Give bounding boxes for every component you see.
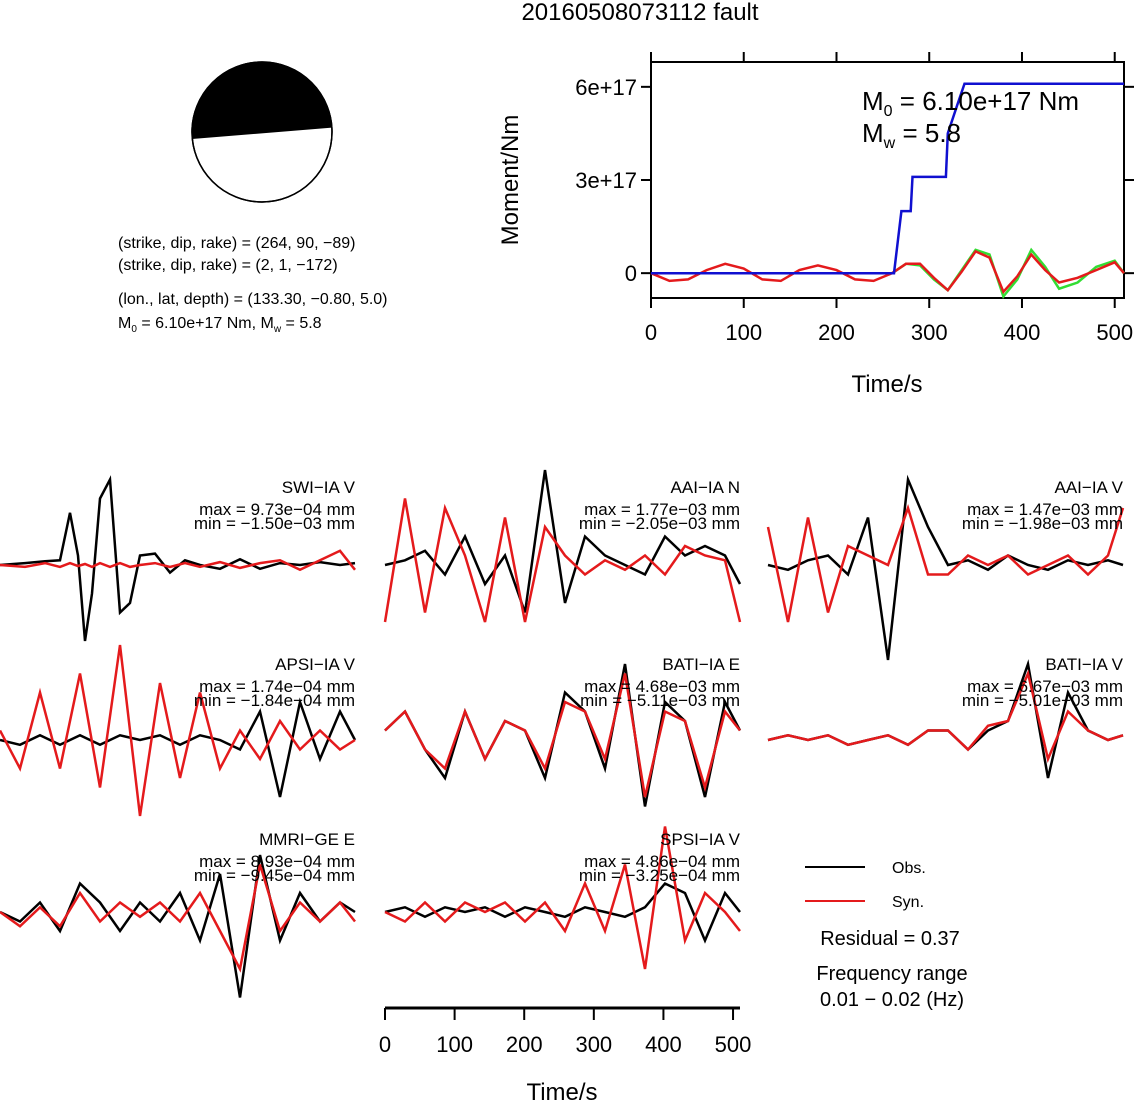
frequency-range-label: Frequency range [816, 963, 967, 985]
moment-x-tick-label: 400 [1004, 320, 1041, 345]
synthetic-trace [384, 673, 741, 798]
legend: Obs. Syn. [805, 860, 926, 911]
synthetic-trace [0, 644, 356, 817]
moment-summary: M0 = 6.10e+17 Nm, Mw = 5.8 [118, 315, 322, 335]
mechanism-line-2: (strike, dip, rake) = (2, 1, −172) [118, 257, 338, 274]
station-min: min = −1.50e−03 mm [194, 514, 355, 533]
station-max: max = 1.77e−03 mm [584, 500, 740, 519]
moment-annotation-mw: Mw = 5.8 [862, 118, 961, 152]
station-min: min = −5.01e−03 mm [962, 691, 1123, 710]
synthetic-trace [383, 498, 742, 623]
station-max: max = 4.86e−04 mm [584, 852, 740, 871]
legend-synthetic-label: Syn. [892, 894, 924, 911]
mechanism-line-3: (lon., lat, depth) = (133.30, −0.80, 5.0… [118, 291, 388, 308]
figure-title: 20160508073112 fault [521, 0, 758, 26]
station-min: min = −1.84e−04 mm [194, 691, 355, 710]
moment-xlabel: Time/s [851, 371, 922, 398]
station-name: APSI−IA V [275, 655, 356, 674]
station-max: max = 1.74e−04 mm [199, 677, 355, 696]
observed-trace [0, 475, 356, 642]
moment-y-tick-label: 6e+17 [575, 75, 637, 100]
moment-annotation-m0: M0 = 6.10e+17 Nm [862, 86, 1079, 120]
station-min: min = −9.45e−04 mm [194, 866, 355, 885]
moment-x-tick-label: 200 [818, 320, 855, 345]
waveform-x-tick-label: 200 [506, 1032, 543, 1057]
moment-x-tick-label: 0 [645, 320, 657, 345]
moment-x-tick-label: 300 [911, 320, 948, 345]
station-name: MMRI−GE E [259, 830, 355, 849]
moment-y-tick-label: 0 [625, 261, 637, 286]
synthetic-trace [0, 549, 356, 572]
moment-chart: 0 3e+17 6e+17 0 100 200 300 400 500 Moment/Nm T… [497, 52, 1134, 398]
station-max: max = 4.68e−03 mm [584, 677, 740, 696]
frequency-range-value: 0.01 − 0.02 (Hz) [820, 989, 964, 1011]
beachball [191, 61, 333, 203]
station-min: min = −5.11e−03 mm [580, 691, 740, 710]
legend-observed-label: Obs. [892, 860, 926, 877]
observed-trace [384, 469, 742, 613]
station-name: AAI−IA N [671, 478, 740, 497]
waveform-x-tick-label: 100 [436, 1032, 473, 1057]
station-name: SWI−IA V [282, 478, 356, 497]
station-max: max = 1.47e−03 mm [967, 500, 1123, 519]
synthetic-trace [767, 669, 1124, 764]
waveform-x-tick-label: 400 [645, 1032, 682, 1057]
waveform-x-tick-label: 500 [715, 1032, 752, 1057]
moment-x-tick-label: 100 [725, 320, 762, 345]
waveform-xlabel: Time/s [526, 1079, 597, 1104]
station-max: max = 8.93e−04 mm [199, 852, 355, 871]
station-min: min = −2.05e−03 mm [579, 514, 740, 533]
residual-text: Residual = 0.37 [820, 928, 960, 950]
waveform-x-tick-label: 0 [379, 1032, 391, 1057]
observed-trace [767, 474, 1124, 661]
synthetic-trace [766, 503, 1125, 623]
moment-x-tick-label: 500 [1096, 320, 1133, 345]
synthetic-trace [384, 826, 741, 970]
station-min: min = −1.98e−03 mm [962, 514, 1123, 533]
station-name: BATI−IA V [1045, 655, 1123, 674]
moment-red-wave-line [650, 249, 1125, 295]
station-min: min = −3.25e−04 mm [579, 866, 740, 885]
station-name: AAI−IA V [1054, 478, 1123, 497]
station-name: SPSI−IA V [660, 830, 741, 849]
mechanism-line-1: (strike, dip, rake) = (264, 90, −89) [118, 235, 355, 252]
beachball-rim [191, 61, 333, 203]
observed-trace [0, 854, 356, 998]
observed-trace [0, 697, 357, 798]
moment-y-tick-label: 3e+17 [575, 168, 637, 193]
beachball-compression-quadrant [192, 62, 332, 140]
moment-ylabel: Moment/Nm [497, 115, 524, 246]
observed-trace [384, 881, 741, 944]
moment-cumulative-line [651, 82, 1124, 275]
station-name: BATI−IA E [662, 655, 740, 674]
station-max: max = 9.73e−04 mm [199, 500, 355, 519]
waveform-x-tick-label: 300 [575, 1032, 612, 1057]
synthetic-trace [0, 864, 356, 973]
waveform-time-axis: 0 100 200 300 400 500 Time/s [379, 1006, 752, 1104]
station-max: max = 6.67e−03 mm [967, 677, 1123, 696]
